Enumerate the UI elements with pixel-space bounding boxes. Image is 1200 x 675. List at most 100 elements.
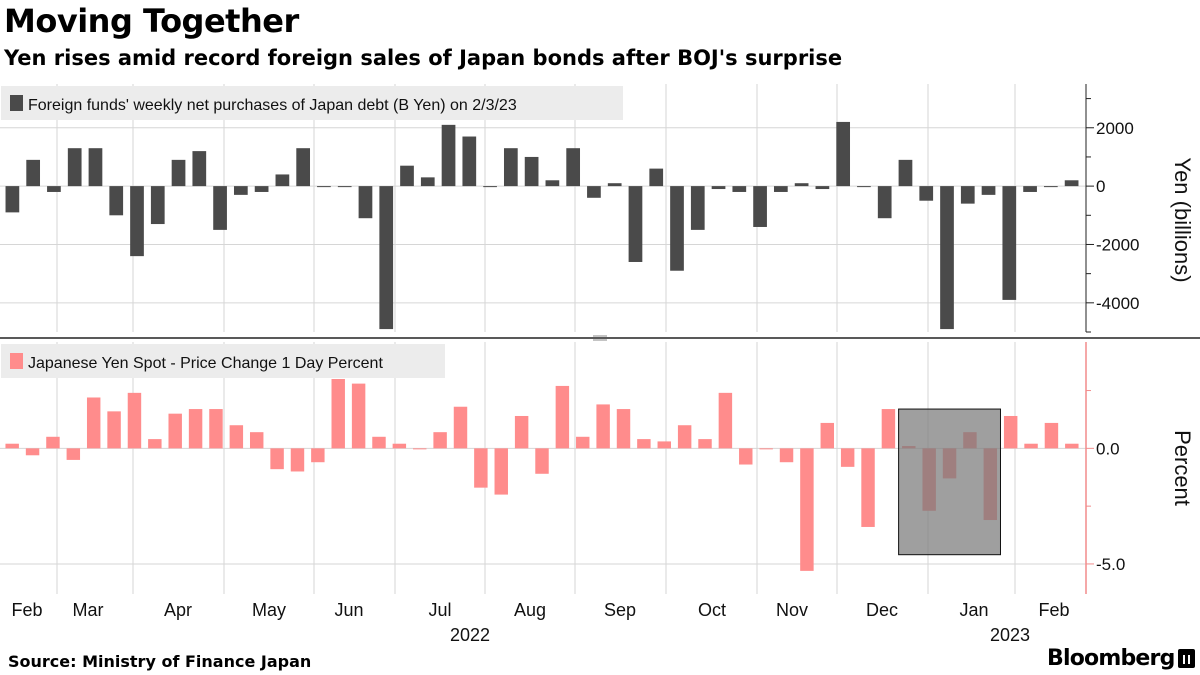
yen-bar: [433, 432, 447, 449]
bonds-bar: [773, 186, 788, 192]
bonds-bar: [732, 186, 747, 192]
yen-bar: [351, 383, 366, 449]
bonds-bar: [400, 165, 414, 187]
bonds-bar: [607, 183, 622, 187]
yen-legend: Japanese Yen Spot - Price Change 1 Day P…: [1, 344, 445, 378]
x-tick-label-month: Jan: [959, 600, 988, 620]
yen-bar: [861, 448, 875, 527]
x-tick-label-month: May: [252, 600, 286, 620]
x-tick-label-month: Apr: [164, 600, 192, 620]
yen-bar: [779, 448, 794, 463]
yen-bar: [1003, 415, 1018, 449]
bonds-bar: [88, 148, 103, 187]
bonds-bar: [940, 186, 954, 330]
bonds-bar: [483, 186, 497, 188]
bonds-bar: [358, 186, 373, 219]
yen-bar: [168, 413, 182, 449]
bonds-bar: [462, 136, 477, 187]
bonds-bar: [233, 186, 248, 195]
x-tick-label-month: Mar: [73, 600, 104, 620]
bonds-bar: [1002, 186, 1017, 300]
bonds-bar: [960, 186, 975, 204]
yen-bar: [881, 409, 896, 449]
bonds-bar: [317, 186, 331, 188]
yen-bar: [637, 439, 651, 449]
bonds-bar: [566, 148, 581, 187]
bonds-bar: [545, 180, 560, 187]
x-tick-label-month: Oct: [698, 600, 726, 620]
bonds-bar: [503, 148, 518, 187]
yen-bar: [514, 415, 529, 449]
bonds-legend-background: [1, 86, 623, 120]
yen-bar: [555, 385, 570, 449]
yen-bar: [759, 448, 773, 450]
bonds-bar: [690, 186, 705, 230]
bonds-legend-label: Foreign funds' weekly net purchases of J…: [28, 97, 517, 114]
yen-legend-swatch: [10, 353, 23, 369]
yen-bar: [413, 448, 427, 450]
yen-legend-background: [1, 344, 445, 378]
bonds-bar: [254, 186, 269, 192]
yen-y-tick: -5.0: [1096, 555, 1125, 574]
yen-bar: [1044, 422, 1059, 449]
bonds-bar: [67, 148, 82, 187]
yen-bar: [46, 436, 60, 449]
bonds-bar: [836, 121, 851, 187]
bloomberg-logo: Bloomberg: [1047, 646, 1175, 671]
bonds-bar: [5, 186, 20, 213]
bonds-y-tick: -4000: [1096, 294, 1139, 313]
yen-bar: [290, 448, 305, 472]
bonds-bar: [919, 186, 934, 201]
yen-bar: [107, 411, 121, 449]
bloomberg-terminal-icon: [1178, 649, 1195, 668]
yen-bar: [576, 436, 590, 449]
yen-bar: [392, 443, 407, 449]
bonds-bar: [420, 177, 435, 187]
bonds-y-tick: 0: [1096, 177, 1105, 196]
yen-bar: [311, 448, 325, 463]
yen-bar: [1065, 443, 1079, 449]
x-tick-label-month: Jun: [334, 600, 363, 620]
bonds-bar: [171, 159, 186, 187]
yen-bar: [148, 439, 162, 449]
x-tick-label-year: 2022: [450, 625, 490, 645]
bonds-bar: [1064, 180, 1079, 187]
bonds-bar: [26, 159, 41, 187]
yen-bar: [677, 425, 692, 449]
yen-bar: [596, 404, 610, 449]
yen-bar: [820, 422, 835, 449]
bonds-y-tick: -2000: [1096, 235, 1139, 254]
bonds-bar: [794, 183, 809, 187]
yen-bar: [209, 409, 223, 449]
bonds-bar: [379, 186, 394, 330]
x-tick-label-month: Feb: [11, 600, 42, 620]
bonds-bar: [275, 174, 290, 187]
yen-bar: [249, 432, 264, 449]
bonds-bar: [587, 186, 601, 198]
highlight-box: [898, 408, 1001, 556]
yen-bar: [535, 448, 549, 474]
bonds-bar: [47, 186, 61, 192]
bonds-bar: [296, 148, 311, 187]
yen-bar: [270, 448, 284, 470]
yen-legend-label: Japanese Yen Spot - Price Change 1 Day P…: [28, 355, 383, 372]
bonds-bar: [670, 186, 684, 271]
bonds-bar: [337, 186, 352, 188]
bonds-bar: [898, 159, 913, 187]
yen-bar: [25, 448, 40, 456]
bonds-bar: [524, 156, 539, 187]
bonds-bar: [213, 186, 227, 230]
chart-subtitle: Yen rises amid record foreign sales of J…: [4, 46, 843, 70]
bonds-bar: [1043, 186, 1058, 188]
bonds-bar: [130, 186, 144, 257]
bonds-bar: [441, 124, 456, 187]
bonds-bar: [877, 186, 892, 219]
yen-bar: [127, 392, 142, 449]
x-tick-label-month: Nov: [776, 600, 808, 620]
yen-bar: [453, 406, 468, 449]
yen-bar: [66, 448, 81, 460]
source-note: Source: Ministry of Finance Japan: [8, 652, 312, 671]
bonds-y-tick: 2000: [1096, 119, 1134, 138]
yen-bar: [372, 436, 386, 449]
yen-bar: [657, 441, 671, 449]
